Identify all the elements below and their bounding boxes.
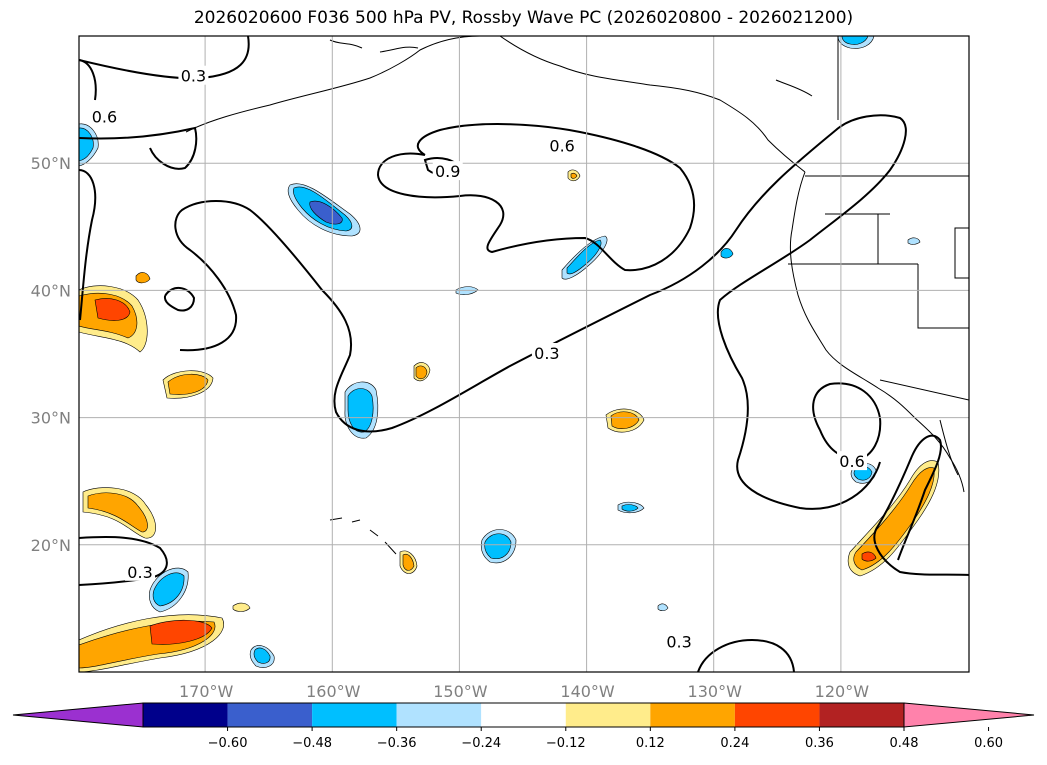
pv-shading bbox=[79, 36, 940, 672]
contour-label: 0.3 bbox=[534, 344, 559, 363]
colorbar-segment bbox=[734, 703, 820, 727]
colorbar-tick-label: 0.60 bbox=[974, 736, 1003, 751]
lat-label: 50°N bbox=[31, 154, 71, 173]
colorbar-segment bbox=[565, 703, 651, 727]
colorbar-segment bbox=[143, 703, 228, 727]
colorbar-tick-label: 0.12 bbox=[636, 736, 665, 751]
contour-label: 0.3 bbox=[666, 633, 691, 652]
colorbar-extend-min bbox=[12, 702, 144, 728]
contour-label-bg bbox=[547, 135, 578, 155]
colorbar: −0.60 −0.48 −0.36 −0.24 −0.12 0.12 0.24 0.36 0.4… bbox=[12, 702, 1035, 751]
gridlines bbox=[79, 36, 969, 672]
map-plot-area: 0.3 0.6 0.9 0.6 0.3 0.6 0.3 0.3 bbox=[78, 35, 970, 673]
colorbar-segment bbox=[481, 703, 566, 727]
colorbar-tick-label: 0.48 bbox=[890, 736, 919, 751]
map-title: 2026020600 F036 500 hPa PV, Rossby Wave … bbox=[193, 8, 854, 28]
colorbar-tick-label: −0.36 bbox=[377, 736, 417, 751]
coastlines bbox=[185, 36, 969, 555]
latitude-labels: 50°N 40°N 30°N 20°N bbox=[31, 154, 71, 555]
contour-label-bg bbox=[125, 561, 156, 581]
lon-label: 170°W bbox=[179, 682, 234, 701]
colorbar-tick-label: 0.36 bbox=[805, 736, 834, 751]
contour-label: 0.3 bbox=[127, 563, 152, 582]
lat-label: 20°N bbox=[31, 536, 71, 555]
colorbar-segment bbox=[396, 703, 482, 727]
contour-label: 0.6 bbox=[549, 137, 574, 156]
colorbar-tick-label: −0.12 bbox=[546, 736, 586, 751]
lon-label: 150°W bbox=[433, 682, 488, 701]
colorbar-frame bbox=[142, 702, 905, 728]
contour-labels: 0.3 0.6 0.9 0.6 0.3 0.6 0.3 0.3 bbox=[89, 65, 868, 652]
contour-label: 0.9 bbox=[435, 162, 460, 181]
colorbar-extend-max bbox=[903, 702, 1035, 728]
lon-label: 160°W bbox=[306, 682, 361, 701]
colorbar-segment bbox=[650, 703, 735, 727]
contour-label: 0.6 bbox=[839, 452, 864, 471]
contour-label: 0.3 bbox=[181, 67, 206, 86]
colorbar-tick-label: −0.48 bbox=[292, 736, 332, 751]
colorbar-tick-label: −0.60 bbox=[208, 736, 248, 751]
contour-label-bg bbox=[664, 631, 695, 651]
contour-label-bg bbox=[89, 106, 120, 126]
contour-label-bg bbox=[432, 161, 463, 181]
colorbar-segment bbox=[227, 703, 313, 727]
lat-label: 30°N bbox=[31, 409, 71, 428]
lon-label: 130°W bbox=[688, 682, 743, 701]
lon-label: 120°W bbox=[815, 682, 870, 701]
colorbar-tick-label: 0.24 bbox=[720, 736, 749, 751]
contour-label-bg bbox=[178, 65, 209, 85]
contour-label-bg bbox=[531, 343, 562, 362]
map-frame bbox=[78, 35, 970, 673]
lon-label: 140°W bbox=[560, 682, 615, 701]
colorbar-segment bbox=[312, 703, 397, 727]
contour-label-bg bbox=[837, 451, 868, 471]
longitude-labels: 170°W 160°W 150°W 140°W 130°W 120°W bbox=[179, 682, 869, 701]
contour-label: 0.6 bbox=[92, 107, 117, 126]
colorbar-segment bbox=[819, 703, 904, 727]
lat-label: 40°N bbox=[31, 281, 71, 300]
colorbar-tick-label: −0.24 bbox=[461, 736, 501, 751]
